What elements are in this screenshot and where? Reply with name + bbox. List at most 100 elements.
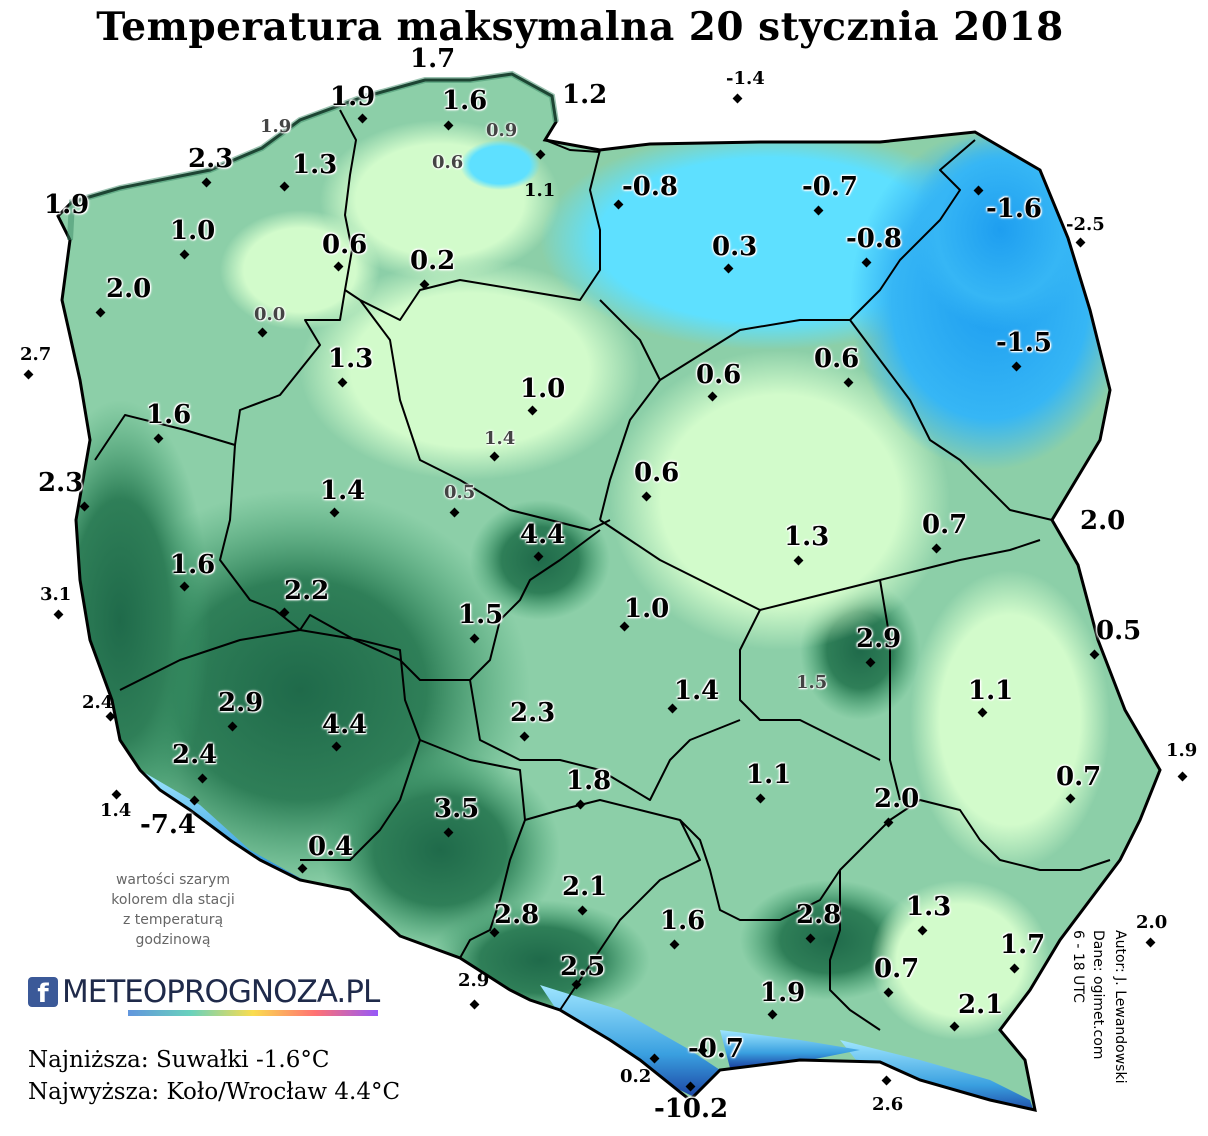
stats-max: Najwyższa: Koło/Wrocław 4.4°C [28, 1079, 401, 1105]
credits-data: Dane: ogimet.com [1090, 930, 1106, 1060]
station-value: 2.3 [510, 698, 556, 728]
station-value: 1.9 [260, 116, 292, 137]
stats-min: Najniższa: Suwałki -1.6°C [28, 1047, 330, 1073]
station-value: 0.6 [696, 360, 742, 390]
station-value: 1.9 [44, 190, 90, 220]
station-value: -1.6 [986, 194, 1043, 224]
station-value: 2.0 [874, 784, 920, 814]
logo-color-strip [128, 1010, 378, 1016]
station-value: 1.5 [796, 672, 828, 693]
station-value: -1.4 [726, 68, 765, 89]
station-value: 2.6 [872, 1094, 904, 1115]
station-value: 1.0 [170, 216, 216, 246]
vistula-lagoon [544, 139, 601, 153]
station-value: 0.7 [874, 954, 920, 984]
station-value: 2.0 [1136, 912, 1168, 933]
station-value: 2.4 [82, 692, 114, 713]
station-value: 0.4 [308, 832, 354, 862]
station-value: 0.5 [444, 482, 476, 503]
station-value: 1.9 [1166, 740, 1198, 761]
station-value: 2.1 [562, 872, 608, 902]
station-value: 1.6 [170, 550, 216, 580]
station-value: -2.5 [1066, 214, 1105, 235]
station-value: 1.3 [906, 892, 952, 922]
legend-note: wartości szarym kolorem dla stacji z tem… [78, 870, 268, 950]
station-value: 2.8 [796, 900, 842, 930]
station-value: 1.4 [100, 800, 132, 821]
station-value: 0.3 [712, 232, 758, 262]
station-value: 0.2 [620, 1066, 652, 1087]
station-value: 1.0 [624, 594, 670, 624]
station-value: 3.1 [40, 584, 72, 605]
station-value: 2.5 [560, 952, 606, 982]
station-value: 0.6 [432, 152, 464, 173]
station-value: -0.8 [622, 172, 679, 202]
station-value: -1.5 [996, 328, 1053, 358]
station-value: 2.0 [106, 274, 152, 304]
station-value: -7.4 [140, 810, 197, 840]
station-value: 1.6 [146, 400, 192, 430]
station-value: 1.3 [784, 522, 830, 552]
station-value: -0.7 [688, 1034, 745, 1064]
map-title: Temperatura maksymalna 20 stycznia 2018 [96, 4, 1064, 50]
station-value: 1.1 [968, 676, 1014, 706]
station-value: 2.9 [856, 624, 902, 654]
station-value: 1.3 [292, 150, 338, 180]
station-value: 1.7 [1000, 930, 1046, 960]
legend-note-line: godzinową [135, 932, 211, 948]
station-value: 2.2 [284, 576, 330, 606]
station-value: -0.7 [802, 172, 859, 202]
credits: Autor: J. Lewandowski Dane: ogimet.com 6… [1050, 930, 1130, 1120]
station-value: 1.6 [442, 86, 488, 116]
station-value: 0.9 [486, 120, 518, 141]
facebook-icon[interactable]: f [28, 977, 58, 1007]
station-value: 2.3 [38, 468, 84, 498]
station-value: -0.8 [846, 224, 903, 254]
stats: Najniższa: Suwałki -1.6°C Najwyższa: Koł… [28, 1044, 400, 1108]
station-value: 1.3 [328, 344, 374, 374]
legend-note-line: kolorem dla stacji [111, 892, 235, 908]
station-value: 4.4 [322, 710, 368, 740]
logo-text: METEOPROGNOZA.PL [62, 974, 380, 1010]
station-value: 0.6 [634, 458, 680, 488]
station-value: 1.6 [660, 906, 706, 936]
legend-note-line: z temperaturą [122, 912, 224, 928]
station-value: 1.5 [458, 600, 504, 630]
station-value: 0.2 [410, 246, 456, 276]
station-value: 2.9 [458, 970, 490, 991]
station-value: 1.9 [760, 978, 806, 1008]
station-value: 1.8 [566, 766, 612, 796]
station-value: 2.1 [958, 990, 1004, 1020]
station-value: 1.0 [520, 374, 566, 404]
coastline-shade [67, 70, 559, 241]
voivodeship-borders [94, 109, 1111, 1031]
station-value: 0.7 [1056, 762, 1102, 792]
credits-author: Autor: J. Lewandowski [1112, 930, 1128, 1084]
station-value: 1.9 [330, 82, 376, 112]
station-value: 2.0 [1080, 506, 1126, 536]
station-value: -10.2 [654, 1094, 729, 1124]
station-value: 0.5 [1096, 616, 1142, 646]
legend-note-line: wartości szarym [115, 872, 231, 888]
station-value: 1.2 [562, 80, 608, 110]
station-value: 2.7 [20, 344, 52, 365]
logo[interactable]: f METEOPROGNOZA.PL [28, 968, 380, 1016]
station-value: 2.3 [188, 144, 234, 174]
station-value: 2.8 [494, 900, 540, 930]
station-value: 0.0 [254, 304, 286, 325]
station-value: 2.9 [218, 688, 264, 718]
station-value: 2.4 [172, 740, 218, 770]
station-value: 1.4 [484, 428, 516, 449]
station-value: 0.6 [322, 230, 368, 260]
station-value: 1.1 [746, 760, 792, 790]
station-value: 4.4 [520, 520, 566, 550]
station-value: 1.7 [410, 44, 456, 74]
station-value: 0.6 [814, 344, 860, 374]
station-value: 0.7 [922, 510, 968, 540]
station-value: 1.1 [524, 180, 556, 201]
station-value: 1.4 [674, 676, 720, 706]
station-value: 1.4 [320, 476, 366, 506]
station-value: 3.5 [434, 794, 480, 824]
